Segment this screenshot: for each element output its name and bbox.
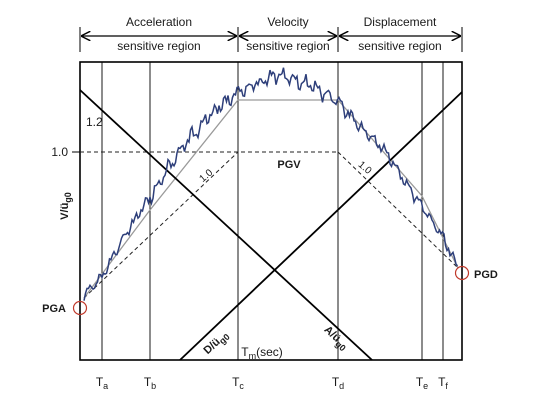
acceleration-region-subtitle: sensitive region [117,39,200,53]
pgv-label: PGV [277,159,301,171]
period-label-ta: Ta [96,375,108,391]
period-label-tb: Tb [144,375,156,391]
velocity-region-subtitle: sensitive region [246,39,329,53]
pga-marker [72,300,88,316]
slope-left-label: 1.0 [198,167,216,185]
period-label-te: Te [416,375,428,391]
a-line-label: A/üg0 [320,324,350,354]
slope-right-label: 1.0 [356,159,374,177]
response-spectrum-curve [83,67,459,301]
period-label-td: Td [332,375,344,391]
left-dashed-slope [83,151,239,299]
period-label-tf: Tf [438,375,448,391]
plot-frame [79,61,463,361]
period-labels: Ta Tb Tc Td Te Tf [96,375,449,391]
idealized-spectrum-line [83,99,459,299]
pgd-label: PGD [474,269,498,281]
pga-label: PGA [42,303,66,315]
displacement-region-subtitle: sensitive region [358,39,441,53]
region-header: Acceleration sensitive region Velocity s… [79,15,463,53]
period-label-tc: Tc [232,375,244,391]
d-line-label: D/üg0 [202,329,232,359]
x-axis-label: Tm(sec) [241,345,283,361]
acceleration-diagonal-line [79,89,373,361]
displacement-region-title: Displacement [364,15,437,29]
acceleration-region-title: Acceleration [126,15,192,29]
pgd-marker [454,265,470,281]
y-tick-label-1-2: 1.2 [86,115,103,129]
y-tick-label-1: 1.0 [51,145,68,159]
dashed-bounds [80,151,459,299]
displacement-diagonal-line [179,91,463,361]
period-gridlines [101,62,444,360]
velocity-region-title: Velocity [267,15,308,29]
y-axis-label: V/üg0 [59,192,73,220]
